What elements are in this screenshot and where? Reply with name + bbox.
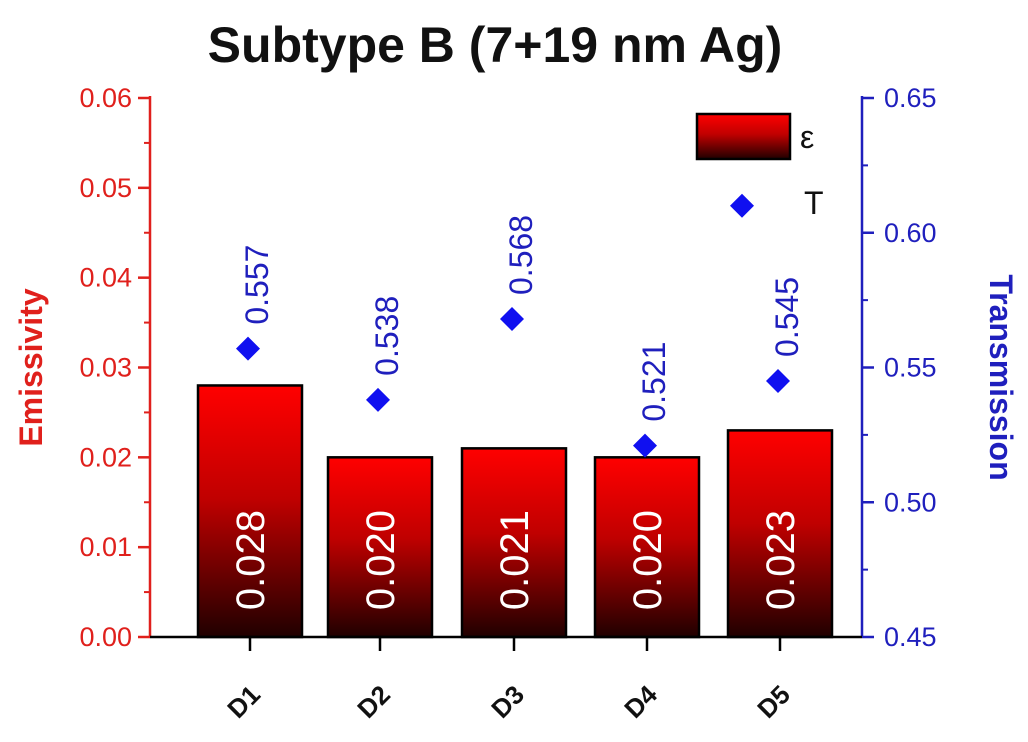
bar-value-label: 0.020 [626,510,670,610]
transmission-value-label: 0.568 [503,215,539,295]
x-tick-label-D5: D5 [751,679,796,724]
left-tick-label: 0.00 [79,622,132,652]
right-tick-label: 0.55 [884,353,937,383]
bar-D4 [593,456,701,639]
right-axis-title: Transmission [983,274,1019,480]
left-tick-label: 0.03 [79,353,132,383]
right-tick-label: 0.50 [884,487,937,517]
transmission-value-label: 0.545 [769,277,805,357]
legend-swatch-emissivity [695,112,792,161]
transmission-point-D2 [366,387,390,412]
legend-label-transmission: T [804,185,824,221]
right-tick-label: 0.65 [884,83,937,113]
x-tick-label-D4: D4 [618,679,663,724]
x-tick-label-D3: D3 [485,679,530,724]
left-tick-label: 0.05 [79,173,132,203]
bar-value-label: 0.020 [359,510,403,610]
left-tick-label: 0.06 [79,83,132,113]
transmission-value-label: 0.538 [369,296,405,376]
left-tick-label: 0.01 [79,532,132,562]
plot-area: 0.00 0.01 0.02 0.03 0.04 0.05 0.06 Emissivity 0.… [13,83,1019,724]
bar-value-label: 0.028 [229,510,273,610]
transmission-point-D3 [500,306,524,331]
x-tick-label-D1: D1 [221,679,266,724]
transmission-point-D1 [236,336,260,361]
bar-D2 [326,456,434,639]
right-tick-label: 0.45 [884,622,937,652]
chart-title: Subtype B (7+19 nm Ag) [208,17,783,73]
left-tick-label: 0.04 [79,263,132,293]
transmission-value-label: 0.557 [239,245,275,325]
left-tick-label: 0.02 [79,442,132,472]
transmission-value-label: 0.521 [636,342,672,422]
x-tick-label-D2: D2 [351,679,396,724]
bar-D3 [460,447,568,639]
legend-marker-transmission [730,193,754,218]
legend-label-emissivity: ε [800,119,814,155]
left-axis-title: Emissivity [13,288,49,447]
bar-value-label: 0.023 [759,510,803,610]
transmission-point-D4 [633,433,657,458]
right-tick-label: 0.60 [884,218,937,248]
bar-D1 [196,384,304,639]
transmission-point-D5 [766,368,790,393]
bar-value-label: 0.021 [493,510,537,610]
